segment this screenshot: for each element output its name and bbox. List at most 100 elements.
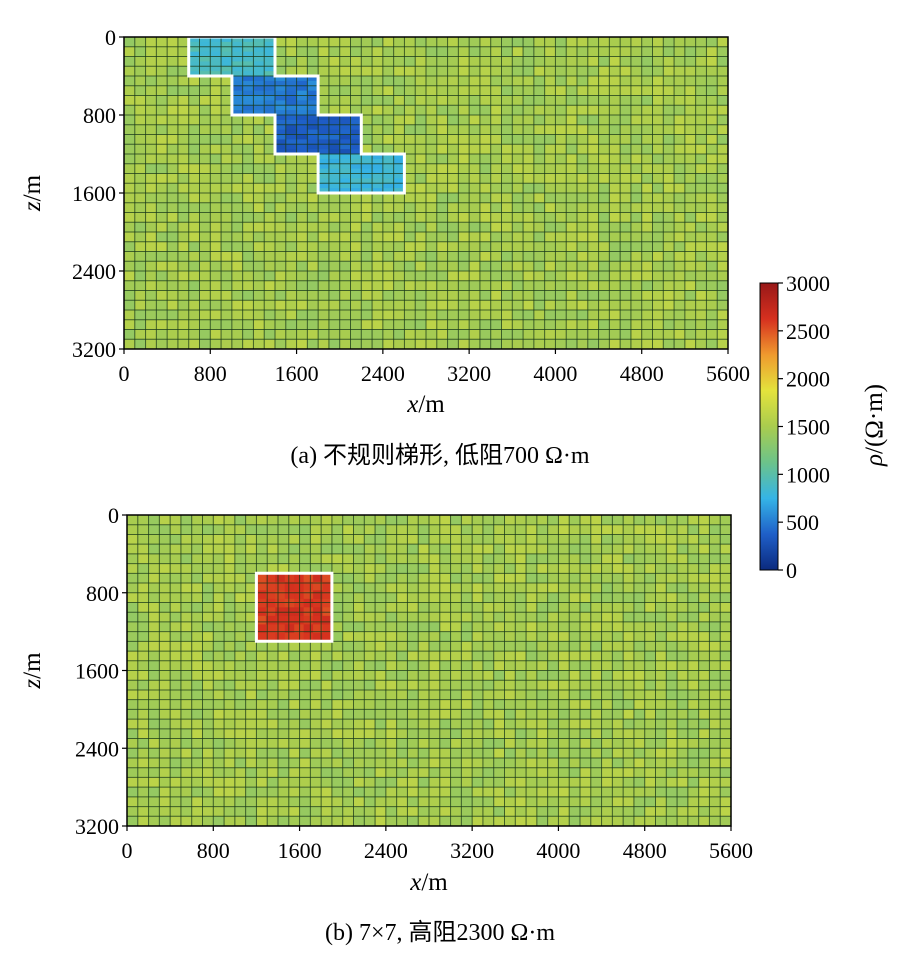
anomaly-cell xyxy=(296,76,308,82)
heatmap-cell xyxy=(482,719,495,730)
heatmap-cell xyxy=(385,563,398,574)
heatmap-cell xyxy=(555,300,567,311)
heatmap-cell xyxy=(566,46,578,57)
heatmap-cell xyxy=(504,689,516,701)
heatmap-cell xyxy=(385,719,398,730)
anomaly-cell xyxy=(264,66,276,72)
heatmap-cell xyxy=(191,738,203,749)
heatmap-cell xyxy=(569,680,581,691)
heatmap-cell xyxy=(439,709,451,720)
heatmap-cell xyxy=(321,816,333,827)
heatmap-cell xyxy=(515,651,527,662)
heatmap-cell xyxy=(695,310,707,321)
heatmap-cell xyxy=(666,748,678,759)
anomaly-cell xyxy=(285,100,297,106)
heatmap-cell xyxy=(202,612,214,623)
heatmap-cell xyxy=(296,222,308,233)
heatmap-cell xyxy=(342,651,354,662)
heatmap-cell xyxy=(598,329,610,340)
heatmap-cell xyxy=(253,251,265,262)
heatmap-cell xyxy=(145,154,157,165)
heatmap-cell xyxy=(533,37,546,48)
heatmap-cell xyxy=(612,719,624,730)
heatmap-cell xyxy=(512,271,524,282)
heatmap-cell xyxy=(256,563,268,574)
heatmap-cell xyxy=(124,212,136,223)
heatmap-cell xyxy=(372,251,384,262)
heatmap-cell xyxy=(429,524,441,535)
heatmap-cell xyxy=(285,202,297,213)
heatmap-cell xyxy=(469,310,481,321)
heatmap-cell xyxy=(515,748,527,759)
heatmap-cell xyxy=(393,319,405,330)
heatmap-cell xyxy=(296,290,308,301)
heatmap-cell xyxy=(458,124,470,135)
heatmap-cell xyxy=(180,631,193,642)
anomaly-cell xyxy=(350,163,362,169)
heatmap-cell xyxy=(469,222,481,233)
heatmap-cell xyxy=(504,777,516,788)
heatmap-cell xyxy=(199,329,211,340)
heatmap-cell xyxy=(415,37,427,48)
heatmap-cell xyxy=(623,573,635,584)
heatmap-cell xyxy=(590,757,602,769)
heatmap-cell xyxy=(479,76,492,87)
heatmap-cell xyxy=(623,728,635,739)
y-tick-label: 800 xyxy=(83,103,116,128)
heatmap-cell xyxy=(127,670,139,681)
anomaly-cell xyxy=(313,573,323,583)
heatmap-cell xyxy=(436,202,448,213)
heatmap-cell xyxy=(288,777,300,788)
anomaly-cell xyxy=(361,173,373,179)
heatmap-cell xyxy=(342,621,354,633)
heatmap-cell xyxy=(267,787,279,798)
heatmap-cell xyxy=(159,660,171,671)
heatmap-cell xyxy=(202,515,214,526)
heatmap-cell xyxy=(221,124,233,135)
heatmap-cell xyxy=(382,300,395,311)
heatmap-cell xyxy=(224,534,236,545)
heatmap-cell xyxy=(191,660,203,671)
heatmap-cell xyxy=(202,670,214,681)
heatmap-cell xyxy=(429,689,441,701)
heatmap-cell xyxy=(644,728,656,739)
heatmap-cell xyxy=(245,748,257,759)
heatmap-cell xyxy=(245,631,257,642)
heatmap-cell xyxy=(404,212,416,223)
heatmap-cell xyxy=(630,124,643,135)
heatmap-cell xyxy=(598,124,610,135)
heatmap-cell xyxy=(709,524,721,535)
heatmap-cell xyxy=(429,631,441,642)
heatmap-cell xyxy=(555,241,567,252)
heatmap-cell xyxy=(137,709,149,720)
heatmap-cell xyxy=(655,767,667,778)
anomaly-cell xyxy=(231,100,243,106)
anomaly-cell xyxy=(285,139,297,145)
heatmap-cell xyxy=(310,787,322,798)
heatmap-cell xyxy=(296,329,308,340)
heatmap-cell xyxy=(523,339,535,350)
heatmap-cell xyxy=(558,748,570,759)
heatmap-cell xyxy=(709,777,721,788)
heatmap-cell xyxy=(267,719,279,730)
heatmap-cell xyxy=(124,280,136,291)
anomaly-cell xyxy=(242,71,254,77)
heatmap-cell xyxy=(458,300,470,311)
anomaly-cell xyxy=(361,178,373,184)
heatmap-cell xyxy=(415,56,427,67)
heatmap-cell xyxy=(385,757,398,769)
heatmap-cell xyxy=(536,767,549,778)
heatmap-cell xyxy=(253,290,265,301)
heatmap-cell xyxy=(288,787,300,798)
heatmap-cell xyxy=(526,748,538,759)
heatmap-cell xyxy=(375,767,387,778)
anomaly-cell xyxy=(285,85,297,91)
heatmap-cell xyxy=(533,202,546,213)
heatmap-cell xyxy=(677,777,689,788)
heatmap-cell xyxy=(547,748,559,759)
heatmap-cell xyxy=(245,534,257,545)
heatmap-cell xyxy=(479,290,492,301)
heatmap-cell xyxy=(245,757,257,769)
heatmap-cell xyxy=(677,806,689,817)
heatmap-cell xyxy=(623,515,635,526)
